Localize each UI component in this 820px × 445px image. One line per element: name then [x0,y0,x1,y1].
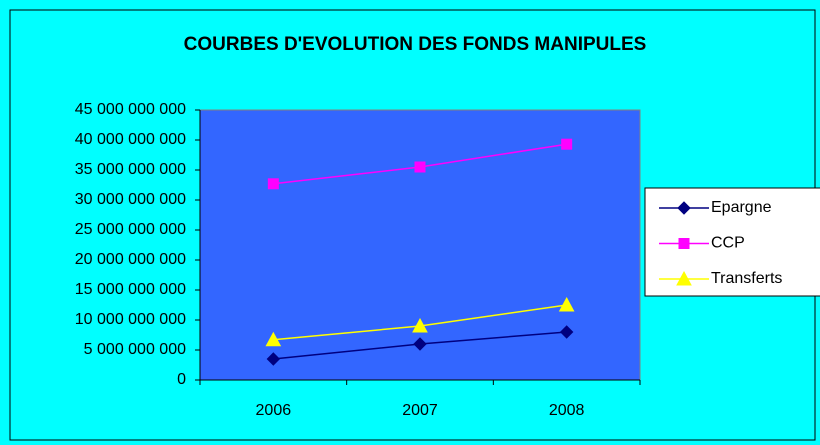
marker [677,201,691,215]
y-tick-label: 35 000 000 000 [75,161,186,178]
marker [678,238,690,249]
marker [413,337,427,351]
marker [266,352,281,366]
marker [265,331,282,347]
marker [414,161,426,173]
y-tick-label: 40 000 000 000 [75,131,186,148]
x-tick-label: 2007 [402,402,438,419]
legend-label: CCP [711,235,745,252]
legend-label: Transferts [711,270,782,287]
legend-label: Epargne [711,199,772,216]
marker [561,138,573,150]
marker [267,178,279,190]
y-tick-label: 30 000 000 000 [75,191,186,208]
y-tick-label: 0 [177,371,186,388]
y-tick-label: 10 000 000 000 [75,311,186,328]
x-tick-label: 2006 [256,402,292,419]
marker [558,296,575,312]
chart-title: COURBES D'EVOLUTION DES FONDS MANIPULES [184,34,647,55]
x-tick-label: 2008 [549,402,585,419]
y-tick-label: 25 000 000 000 [75,221,186,238]
y-tick-label: 5 000 000 000 [84,341,186,358]
y-tick-label: 20 000 000 000 [75,251,186,268]
marker [676,270,692,286]
legend-box [644,187,820,297]
marker [412,317,428,333]
y-tick-label: 45 000 000 000 [75,101,186,118]
y-tick-label: 15 000 000 000 [75,281,186,298]
marker [559,325,574,339]
